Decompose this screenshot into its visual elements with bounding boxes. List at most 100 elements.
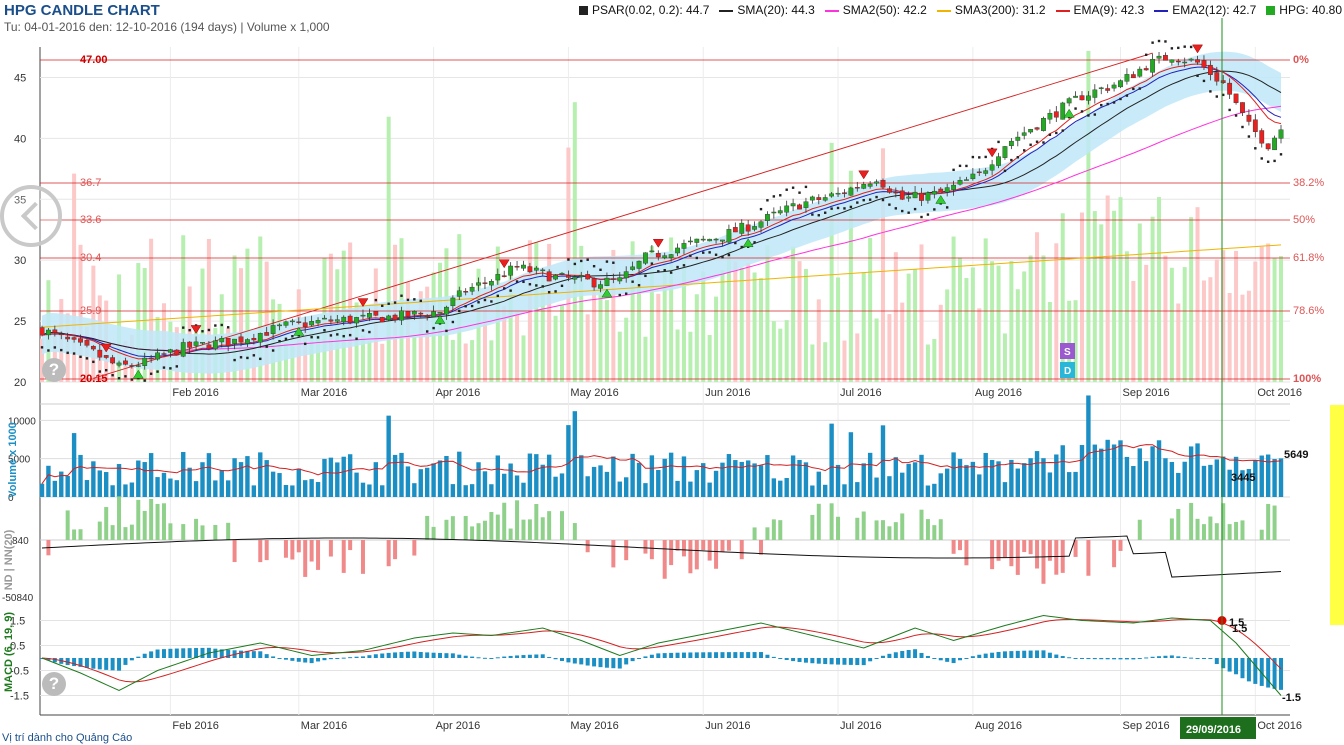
fib-price-label: 47.00	[80, 54, 108, 66]
ndnn-bar	[816, 503, 821, 540]
macd-histogram-bar	[84, 658, 89, 668]
candle-body	[392, 314, 398, 321]
legend-item[interactable]: EMA(9): 42.3	[1055, 3, 1144, 17]
psar-dot	[1138, 87, 1141, 90]
candle-body	[925, 192, 931, 201]
macd-histogram-bar	[521, 655, 526, 658]
price-volume-bar	[688, 331, 693, 382]
macd-axis-label: MACD (6, 19, 9)	[3, 612, 15, 692]
help-icon[interactable]: ?	[42, 672, 66, 696]
price-volume-bar	[585, 314, 590, 382]
candle-body	[508, 265, 514, 276]
volume-bar	[1246, 469, 1252, 497]
ndnn-bar	[1169, 518, 1174, 540]
candle-body	[610, 278, 616, 280]
price-volume-bar	[1028, 255, 1033, 382]
macd-value-label: -1.5	[1282, 692, 1301, 704]
price-volume-bar	[245, 248, 250, 382]
volume-bar	[136, 460, 141, 497]
ad-placeholder: Vị trí dành cho Quảng Cáo	[2, 732, 133, 744]
price-volume-bar	[810, 344, 815, 382]
psar-dot	[490, 300, 493, 303]
candle-body	[1182, 61, 1188, 64]
candle-body	[1028, 129, 1034, 133]
volume-bar	[887, 476, 892, 497]
candle-body	[964, 179, 969, 181]
volume-bar	[1034, 451, 1040, 497]
price-volume-bar	[893, 252, 898, 382]
candle-body	[745, 224, 751, 232]
price-volume-bar	[681, 249, 686, 382]
candle-body	[919, 192, 924, 201]
macd-histogram-bar	[393, 652, 398, 658]
volume-bar	[598, 465, 603, 497]
candle-body	[97, 349, 103, 358]
psar-dot	[785, 188, 788, 191]
legend-item[interactable]: PSAR(0.02, 0.2): 44.7	[579, 3, 709, 17]
chevron-left-icon[interactable]	[0, 185, 62, 247]
volume-bar	[65, 475, 70, 497]
legend-item[interactable]: SMA(20): 44.3	[719, 3, 815, 17]
volume-bar	[380, 485, 385, 497]
psar-dot	[40, 346, 44, 349]
candle-body	[1201, 60, 1207, 68]
ndnn-bar	[739, 540, 744, 560]
macd-histogram-bar	[970, 656, 975, 658]
macd-histogram-bar	[1272, 658, 1277, 689]
price-volume-bar	[1022, 271, 1027, 382]
volume-bar	[572, 411, 578, 497]
macd-histogram-bar	[681, 652, 686, 658]
candle-body	[161, 353, 167, 355]
psar-dot	[843, 207, 846, 210]
volume-bar	[688, 481, 693, 497]
volume-bar	[1124, 456, 1130, 497]
legend-item[interactable]: SMA2(50): 42.2	[824, 3, 927, 17]
volume-bar	[187, 467, 192, 497]
candle-body	[771, 211, 777, 214]
price-volume-bar	[662, 257, 667, 382]
legend-item[interactable]: EMA2(12): 42.7	[1154, 3, 1256, 17]
volume-bar	[1150, 446, 1155, 497]
macd-histogram-bar	[245, 650, 250, 658]
psar-dot	[336, 333, 339, 336]
volume-bar	[103, 472, 109, 497]
psar-dot	[470, 304, 474, 308]
macd-histogram-bar	[412, 651, 417, 658]
ndnn-bar	[720, 540, 725, 552]
psar-dot	[515, 280, 519, 283]
ndnn-bar	[489, 511, 494, 540]
ndnn-bar	[65, 510, 70, 540]
ndnn-bar	[78, 529, 83, 540]
volume-bar	[720, 462, 725, 497]
price-volume-bar	[701, 271, 706, 382]
candle-body	[1163, 55, 1168, 61]
volume-value-label: 3445	[1231, 472, 1255, 484]
macd-histogram-bar	[296, 658, 301, 662]
candle-body	[476, 282, 481, 286]
volume-bar	[238, 462, 244, 497]
volume-ma-line	[41, 444, 1282, 484]
macd-histogram-bar	[656, 653, 661, 658]
macd-histogram-bar	[508, 655, 513, 658]
legend-item[interactable]: HPG: 40.80	[1266, 3, 1342, 17]
help-icon[interactable]: ?	[42, 358, 66, 382]
volume-bar	[424, 467, 430, 497]
psar-dot	[458, 309, 461, 313]
macd-histogram-bar	[335, 658, 340, 659]
volume-bar	[726, 454, 732, 497]
macd-histogram-bar	[919, 652, 924, 658]
psar-dot	[406, 298, 410, 302]
macd-histogram-bar	[637, 658, 642, 659]
candle-body	[245, 339, 250, 344]
candle-body	[713, 238, 719, 241]
candle-body	[835, 192, 841, 195]
candle-body	[1169, 59, 1175, 63]
legend-item[interactable]: SMA3(200): 31.2	[936, 3, 1046, 17]
ndnn-bar	[694, 540, 699, 570]
ndnn-bar	[1234, 521, 1239, 540]
price-volume-bar	[489, 340, 494, 382]
psar-dot	[1119, 97, 1122, 101]
volume-bar	[957, 458, 963, 497]
candle-body	[302, 322, 308, 328]
